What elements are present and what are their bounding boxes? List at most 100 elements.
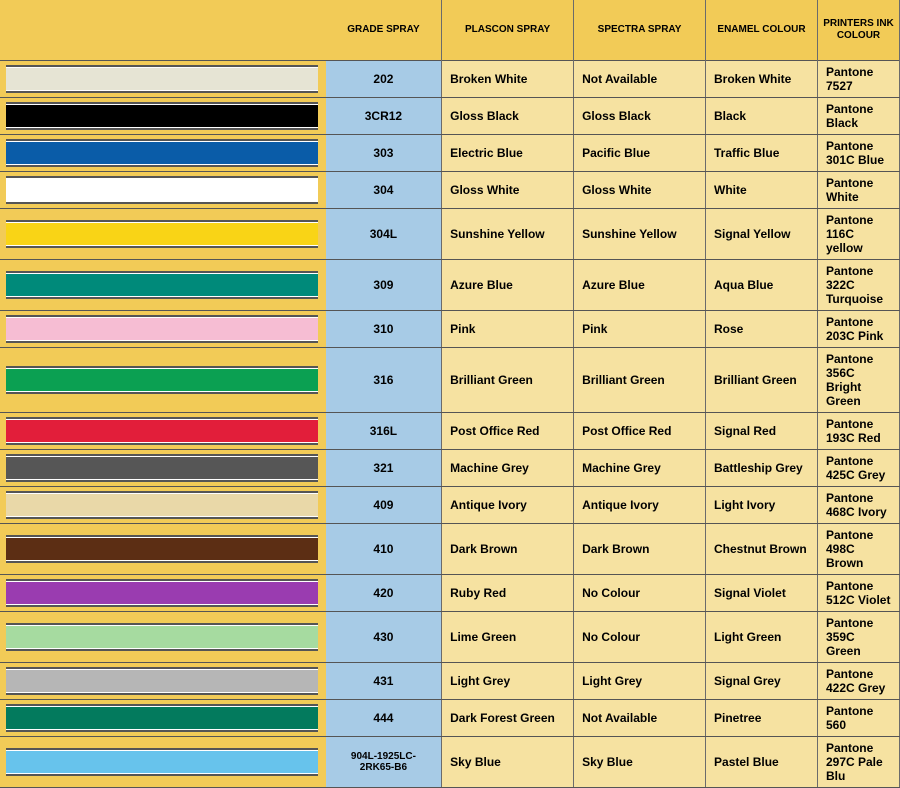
swatch-cell <box>0 450 326 487</box>
grade-cell: 309 <box>326 260 442 311</box>
color-swatch <box>6 271 318 299</box>
plascon-cell: Post Office Red <box>442 413 574 450</box>
header-enamel: ENAMEL COLOUR <box>706 0 818 61</box>
plascon-cell: Azure Blue <box>442 260 574 311</box>
color-swatch-inner <box>6 538 318 560</box>
table-row: 904L-1925LC-2RK65-B6Sky BlueSky BluePast… <box>0 737 900 788</box>
color-swatch <box>6 102 318 130</box>
header-plascon: PLASCON SPRAY <box>442 0 574 61</box>
grade-cell: 310 <box>326 311 442 348</box>
color-swatch <box>6 704 318 732</box>
spectra-cell: Gloss White <box>574 172 706 209</box>
spectra-cell: Light Grey <box>574 663 706 700</box>
grade-cell: 304 <box>326 172 442 209</box>
color-swatch-inner <box>6 105 318 127</box>
enamel-cell: Pinetree <box>706 700 818 737</box>
table-row: 3CR12Gloss BlackGloss BlackBlackPantone … <box>0 98 900 135</box>
printer-cell: Pantone 498C Brown <box>817 524 899 575</box>
swatch-cell <box>0 737 326 788</box>
swatch-cell <box>0 209 326 260</box>
color-chart-table: GRADE SPRAYPLASCON SPRAYSPECTRA SPRAYENA… <box>0 0 900 788</box>
swatch-cell <box>0 260 326 311</box>
enamel-cell: White <box>706 172 818 209</box>
grade-cell: 409 <box>326 487 442 524</box>
spectra-cell: Sky Blue <box>574 737 706 788</box>
plascon-cell: Broken White <box>442 61 574 98</box>
table-row: 202Broken WhiteNot AvailableBroken White… <box>0 61 900 98</box>
enamel-cell: Signal Grey <box>706 663 818 700</box>
spectra-cell: Pacific Blue <box>574 135 706 172</box>
color-swatch <box>6 176 318 204</box>
spectra-cell: Dark Brown <box>574 524 706 575</box>
header-row: GRADE SPRAYPLASCON SPRAYSPECTRA SPRAYENA… <box>0 0 900 61</box>
printer-cell: Pantone 297C Pale Blu <box>817 737 899 788</box>
printer-cell: Pantone Black <box>817 98 899 135</box>
enamel-cell: Pastel Blue <box>706 737 818 788</box>
spectra-cell: Sunshine Yellow <box>574 209 706 260</box>
table-row: 431Light GreyLight GreySignal GreyPanton… <box>0 663 900 700</box>
printer-cell: Pantone 301C Blue <box>817 135 899 172</box>
plascon-cell: Machine Grey <box>442 450 574 487</box>
plascon-cell: Antique Ivory <box>442 487 574 524</box>
plascon-cell: Sunshine Yellow <box>442 209 574 260</box>
color-swatch <box>6 623 318 651</box>
table-row: 410Dark BrownDark BrownChestnut BrownPan… <box>0 524 900 575</box>
color-swatch-inner <box>6 223 318 245</box>
grade-cell: 430 <box>326 612 442 663</box>
color-swatch <box>6 220 318 248</box>
table-row: 309Azure BlueAzure BlueAqua BluePantone … <box>0 260 900 311</box>
grade-cell: 420 <box>326 575 442 612</box>
swatch-cell <box>0 487 326 524</box>
spectra-cell: Not Available <box>574 61 706 98</box>
color-swatch-inner <box>6 274 318 296</box>
printer-cell: Pantone 116C yellow <box>817 209 899 260</box>
printer-cell: Pantone 359C Green <box>817 612 899 663</box>
plascon-cell: Dark Brown <box>442 524 574 575</box>
color-swatch-inner <box>6 670 318 692</box>
printer-cell: Pantone 425C Grey <box>817 450 899 487</box>
color-swatch-inner <box>6 626 318 648</box>
enamel-cell: Chestnut Brown <box>706 524 818 575</box>
swatch-cell <box>0 61 326 98</box>
color-swatch <box>6 454 318 482</box>
table-row: 430Lime GreenNo ColourLight GreenPantone… <box>0 612 900 663</box>
grade-cell: 431 <box>326 663 442 700</box>
plascon-cell: Ruby Red <box>442 575 574 612</box>
color-swatch <box>6 748 318 776</box>
color-swatch-inner <box>6 179 318 201</box>
header-swatch <box>0 0 326 61</box>
enamel-cell: Light Ivory <box>706 487 818 524</box>
color-swatch <box>6 491 318 519</box>
enamel-cell: Broken White <box>706 61 818 98</box>
color-swatch-inner <box>6 318 318 340</box>
table-row: 420Ruby RedNo ColourSignal VioletPantone… <box>0 575 900 612</box>
color-swatch <box>6 65 318 93</box>
color-swatch-inner <box>6 707 318 729</box>
plascon-cell: Dark Forest Green <box>442 700 574 737</box>
enamel-cell: Aqua Blue <box>706 260 818 311</box>
table-row: 409Antique IvoryAntique IvoryLight Ivory… <box>0 487 900 524</box>
swatch-cell <box>0 612 326 663</box>
enamel-cell: Light Green <box>706 612 818 663</box>
grade-cell: 3CR12 <box>326 98 442 135</box>
color-swatch-inner <box>6 142 318 164</box>
swatch-cell <box>0 172 326 209</box>
header-printer: PRINTERS INK COLOUR <box>817 0 899 61</box>
spectra-cell: Not Available <box>574 700 706 737</box>
plascon-cell: Light Grey <box>442 663 574 700</box>
color-swatch <box>6 667 318 695</box>
color-swatch <box>6 417 318 445</box>
printer-cell: Pantone 468C Ivory <box>817 487 899 524</box>
color-swatch-inner <box>6 369 318 391</box>
spectra-cell: Pink <box>574 311 706 348</box>
enamel-cell: Traffic Blue <box>706 135 818 172</box>
printer-cell: Pantone 512C Violet <box>817 575 899 612</box>
table-row: 304LSunshine YellowSunshine YellowSignal… <box>0 209 900 260</box>
enamel-cell: Battleship Grey <box>706 450 818 487</box>
swatch-cell <box>0 700 326 737</box>
color-swatch <box>6 579 318 607</box>
grade-cell: 303 <box>326 135 442 172</box>
header-grade: GRADE SPRAY <box>326 0 442 61</box>
color-swatch-inner <box>6 751 318 773</box>
grade-cell: 316 <box>326 348 442 413</box>
